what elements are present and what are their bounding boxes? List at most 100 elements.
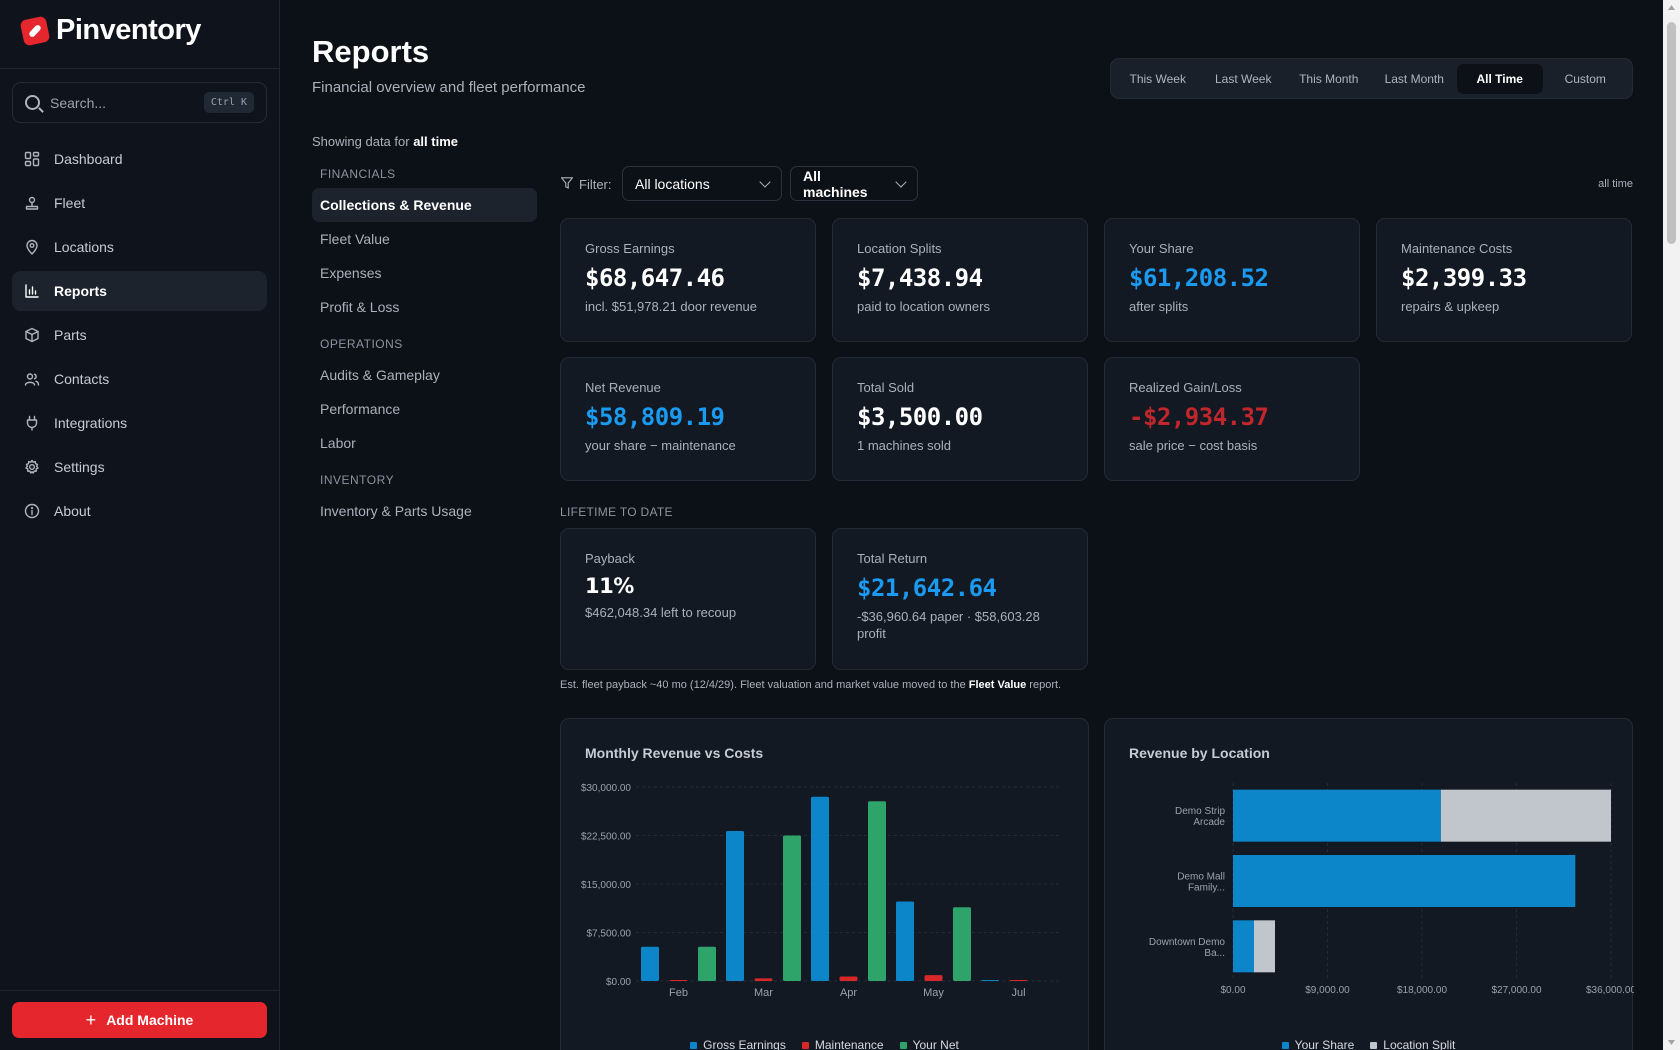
legend-label: Gross Earnings [703,1038,786,1050]
range-tab-this-month[interactable]: This Month [1299,71,1359,86]
sidebar-item-reports[interactable]: Reports [12,271,267,311]
sidebar-item-label: Integrations [54,415,128,431]
card-value: $21,642.64 [857,574,997,602]
bar [1233,920,1254,973]
machine-select[interactable]: All machines [790,166,918,201]
scrollbar-thumb[interactable] [1667,22,1676,244]
legend-item[interactable]: Maintenance [801,1038,884,1050]
report-nav-item[interactable]: Fleet Value [320,231,390,247]
logo[interactable]: Pinventory [19,14,201,47]
total-return-card: Total Return $21,642.64 -$36,960.64 pape… [832,528,1088,670]
sidebar-item-locations[interactable]: Locations [12,227,267,267]
y-tick-label: Family... [1188,883,1225,894]
sidebar-item-parts[interactable]: Parts [12,315,267,355]
sidebar-item-about[interactable]: About [12,491,267,531]
sidebar-item-label: Parts [54,327,87,343]
payback-footnote: Est. fleet payback ~40 mo (12/4/29). Fle… [560,679,1061,691]
report-nav-item[interactable]: Collections & Revenue [312,188,537,222]
report-nav-item[interactable]: Labor [320,435,356,451]
page-subtitle: Financial overview and fleet performance [312,79,586,96]
card-note: paid to location owners [857,299,990,314]
x-tick-label: $9,000.00 [1305,985,1350,996]
card-label: Maintenance Costs [1401,241,1513,256]
legend-item[interactable]: Gross Earnings [690,1038,786,1050]
range-tab-this-week[interactable]: This Week [1129,71,1186,86]
sidebar-item-integrations[interactable]: Integrations [12,403,267,443]
legend-swatch [801,1041,809,1049]
chart-legend: Gross Earnings Maintenance Your Net [561,1038,1088,1050]
sidebar: Pinventory Search... Ctrl K Dashboard Fle… [0,0,280,1050]
search-input[interactable]: Search... Ctrl K [12,82,267,123]
sidebar-item-contacts[interactable]: Contacts [12,359,267,399]
page-scrollbar[interactable] [1663,0,1680,1050]
y-tick-label: $15,000.00 [581,880,631,891]
legend-item[interactable]: Your Net [899,1038,959,1050]
map-pin-icon [24,239,40,255]
add-machine-button[interactable]: + Add Machine [12,1002,267,1038]
card-value: $68,647.46 [585,264,725,292]
location-select[interactable]: All locations [622,166,782,201]
bar [669,980,688,981]
card-value: -$2,934.37 [1129,403,1269,431]
range-tab-custom[interactable]: Custom [1564,71,1606,86]
y-tick-label: $7,500.00 [587,929,632,940]
date-range-tabs: This Week Last Week This Month Last Month Al… [1110,58,1633,99]
report-group-title: FINANCIALS [320,167,396,181]
fleet-value-link[interactable]: Fleet Value [968,679,1027,691]
report-nav-item[interactable]: Performance [320,401,401,417]
legend-label: Location Split [1383,1038,1456,1050]
legend-label: Maintenance [814,1038,884,1050]
scope-label: all time [1598,178,1633,190]
sidebar-item-settings[interactable]: Settings [12,447,267,487]
scroll-down-icon[interactable] [1667,1038,1676,1046]
legend-label: Your Net [912,1038,959,1050]
y-tick-label: $30,000.00 [581,783,631,794]
footnote-text: Est. fleet payback ~40 mo (12/4/29). Fle… [560,679,969,691]
card-label: Payback [585,551,635,566]
legend-item[interactable]: Your Share [1281,1038,1354,1050]
report-nav-item[interactable]: Expenses [320,265,382,281]
sidebar-item-fleet[interactable]: Fleet [12,183,267,223]
location-select-value: All locations [635,175,710,192]
showing-value: all time [413,134,458,149]
y-tick-label: Demo Strip [1175,806,1225,817]
range-tab-all-time[interactable]: All Time [1457,63,1543,94]
divider [0,990,280,991]
y-tick-label: Demo Mall [1177,872,1225,883]
range-tab-last-week[interactable]: Last Week [1215,71,1272,86]
bar [839,976,858,981]
card-note: incl. $51,978.21 door revenue [585,299,758,314]
legend-item[interactable]: Location Split [1370,1038,1455,1050]
search-icon [25,95,40,110]
joystick-icon [24,195,40,211]
card-label: Total Sold [857,380,915,395]
card-label: Your Share [1129,241,1194,256]
chevron-down-icon [895,175,907,188]
sidebar-item-label: Fleet [54,195,86,211]
report-group-title: OPERATIONS [320,337,403,351]
scroll-up-icon[interactable] [1667,4,1676,12]
report-nav-item[interactable]: Profit & Loss [320,299,400,315]
bar [953,907,971,981]
legend-swatch [1370,1041,1378,1049]
bar-chart-icon [24,283,40,299]
report-nav-item[interactable]: Inventory & Parts Usage [320,503,472,519]
add-machine-label: Add Machine [106,1012,194,1028]
bar [1009,980,1028,981]
grid-icon [24,151,40,167]
divider [0,68,280,69]
x-tick-label: Apr [840,987,857,999]
card-note: 1 machines sold [857,438,951,453]
bar [641,946,659,981]
y-tick-label: Ba... [1204,948,1225,959]
card-label: Net Revenue [585,380,661,395]
x-tick-label: Feb [669,987,688,999]
sidebar-item-label: Dashboard [54,151,123,167]
payback-card: Payback 11% $462,048.34 left to recoup [560,528,816,670]
filter-bar: Filter: All locations All machines all t… [560,166,1633,202]
net-revenue-card: Net Revenue $58,809.19 your share − main… [560,357,816,481]
bar [896,901,914,981]
report-nav-item[interactable]: Audits & Gameplay [320,367,440,383]
range-tab-last-month[interactable]: Last Month [1384,71,1444,86]
sidebar-item-dashboard[interactable]: Dashboard [12,139,267,179]
